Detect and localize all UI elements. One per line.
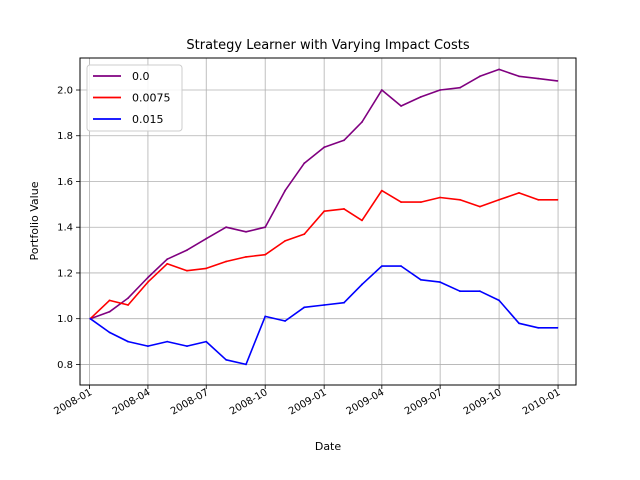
legend: 0.0 0.0075 0.015 bbox=[86, 64, 183, 132]
data-point bbox=[264, 253, 267, 256]
data-point bbox=[459, 290, 461, 293]
y-tick-label: 0.8 bbox=[57, 360, 73, 371]
data-point bbox=[108, 310, 111, 313]
data-point bbox=[147, 281, 149, 283]
x-axis-title: Date bbox=[315, 440, 342, 453]
data-point bbox=[518, 192, 520, 194]
y-axis-title: Portfolio Value bbox=[28, 181, 41, 260]
data-point bbox=[147, 276, 149, 279]
data-point bbox=[127, 304, 129, 306]
data-point bbox=[284, 240, 286, 242]
plot-frame bbox=[79, 57, 577, 386]
data-point bbox=[420, 201, 422, 204]
data-point bbox=[303, 306, 306, 309]
data-point bbox=[537, 326, 540, 329]
data-point bbox=[303, 162, 306, 165]
data-point bbox=[380, 265, 383, 267]
data-point bbox=[264, 315, 267, 318]
data-point bbox=[186, 269, 188, 272]
data-point bbox=[498, 299, 500, 302]
data-point bbox=[166, 262, 169, 265]
data-point bbox=[439, 89, 441, 91]
data-point bbox=[556, 326, 559, 329]
y-tick-label: 2.0 bbox=[57, 86, 73, 97]
data-point bbox=[127, 297, 129, 299]
legend-label: 0.0075 bbox=[132, 92, 171, 105]
data-point bbox=[439, 196, 441, 199]
data-point bbox=[186, 249, 188, 252]
data-point bbox=[323, 146, 326, 149]
data-point bbox=[400, 201, 402, 204]
data-point bbox=[343, 139, 345, 142]
legend-label: 0.0 bbox=[132, 70, 150, 83]
data-point bbox=[479, 75, 481, 78]
y-tick-label: 1.2 bbox=[57, 268, 73, 279]
data-point bbox=[479, 205, 481, 208]
data-point bbox=[361, 121, 363, 123]
data-point bbox=[556, 198, 559, 201]
data-point bbox=[361, 283, 363, 286]
data-point bbox=[361, 219, 363, 222]
data-point bbox=[166, 340, 169, 343]
data-point bbox=[380, 189, 383, 192]
data-point bbox=[245, 230, 247, 233]
data-point bbox=[127, 340, 129, 343]
data-point bbox=[498, 68, 500, 71]
data-point bbox=[459, 86, 461, 89]
y-tick-label: 1.4 bbox=[57, 223, 73, 234]
data-point bbox=[89, 317, 92, 320]
data-point bbox=[420, 278, 422, 281]
data-point bbox=[537, 198, 540, 201]
data-point bbox=[439, 281, 441, 283]
data-point bbox=[343, 301, 345, 304]
data-point bbox=[556, 80, 559, 82]
data-point bbox=[323, 304, 326, 306]
y-tick-label: 1.0 bbox=[57, 314, 73, 325]
data-point bbox=[147, 345, 149, 347]
chart-title: Strategy Learner with Varying Impact Cos… bbox=[186, 38, 469, 53]
data-point bbox=[166, 258, 169, 261]
data-point bbox=[343, 208, 345, 210]
data-point bbox=[205, 267, 208, 270]
data-point bbox=[518, 322, 520, 325]
data-point bbox=[225, 260, 228, 263]
data-point bbox=[380, 89, 383, 91]
data-point bbox=[205, 237, 208, 240]
legend-label: 0.015 bbox=[132, 113, 164, 126]
data-point bbox=[245, 363, 247, 366]
data-point bbox=[284, 320, 286, 322]
legend-box bbox=[86, 64, 183, 132]
data-point bbox=[186, 345, 188, 347]
data-point bbox=[479, 290, 481, 293]
data-point bbox=[420, 96, 422, 98]
data-point bbox=[303, 233, 306, 236]
data-point bbox=[245, 256, 247, 258]
y-tick-label: 1.6 bbox=[57, 177, 73, 188]
y-tick-label: 1.8 bbox=[57, 131, 73, 142]
data-point bbox=[225, 358, 228, 361]
data-point bbox=[205, 340, 208, 343]
data-point bbox=[264, 226, 267, 229]
data-point bbox=[537, 77, 540, 80]
data-point bbox=[225, 226, 228, 229]
data-point bbox=[400, 105, 402, 107]
data-point bbox=[284, 189, 286, 192]
data-point bbox=[108, 331, 111, 334]
data-point bbox=[400, 265, 402, 267]
grid-lines bbox=[80, 58, 576, 385]
data-series bbox=[89, 68, 559, 366]
data-point bbox=[459, 198, 461, 201]
data-point bbox=[323, 210, 326, 213]
data-point bbox=[518, 75, 520, 78]
data-point bbox=[108, 299, 111, 302]
data-point bbox=[498, 198, 500, 201]
